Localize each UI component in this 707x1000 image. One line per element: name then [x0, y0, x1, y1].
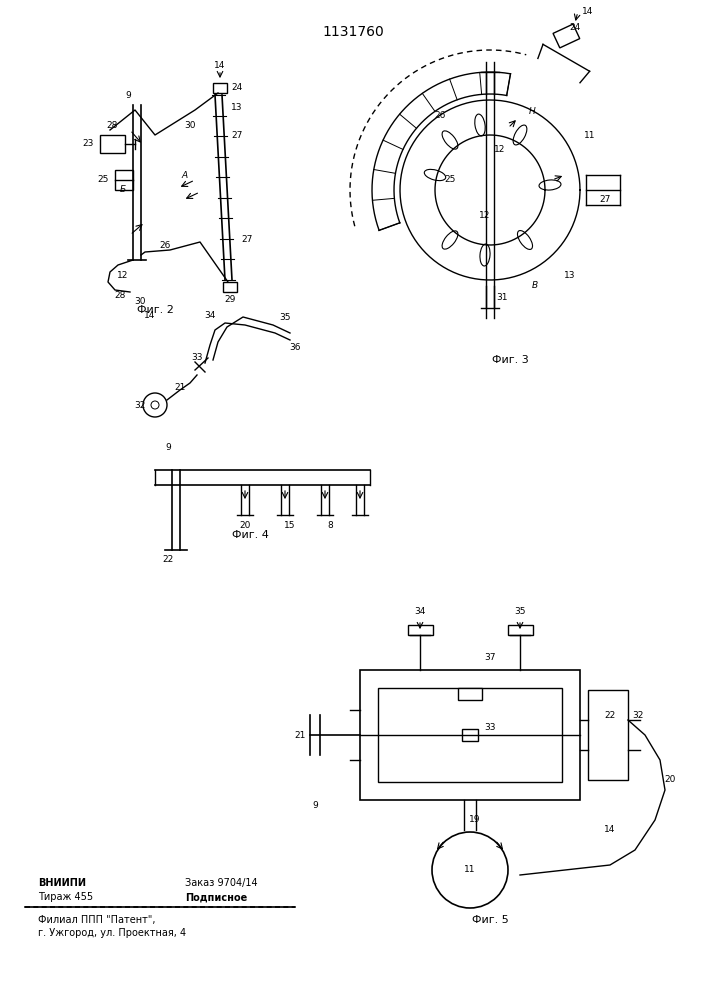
Text: 9: 9: [312, 800, 318, 810]
Text: 31: 31: [496, 294, 508, 302]
Text: 29: 29: [224, 296, 235, 304]
Text: В: В: [532, 280, 538, 290]
Text: 9: 9: [165, 444, 171, 452]
Bar: [408, 625, 433, 635]
Bar: [508, 625, 533, 635]
Text: 19: 19: [469, 816, 481, 824]
Text: 33: 33: [192, 353, 203, 361]
Bar: [458, 688, 482, 700]
Text: 28: 28: [115, 290, 126, 300]
Text: 26: 26: [159, 240, 170, 249]
Text: ВНИИПИ: ВНИИПИ: [38, 878, 86, 888]
Circle shape: [143, 393, 167, 417]
Text: 11: 11: [584, 130, 596, 139]
Text: 22: 22: [604, 710, 616, 720]
Text: Фиг. 4: Фиг. 4: [232, 530, 269, 540]
Bar: [213, 83, 227, 93]
Text: 14: 14: [144, 310, 156, 320]
Text: 25: 25: [444, 176, 456, 184]
Text: 25: 25: [98, 176, 109, 184]
Text: 34: 34: [204, 310, 216, 320]
Text: 30: 30: [185, 120, 196, 129]
Circle shape: [432, 832, 508, 908]
Text: 20: 20: [665, 776, 676, 784]
Text: 23: 23: [82, 139, 94, 148]
Text: 14: 14: [214, 60, 226, 70]
Bar: [360, 670, 580, 800]
Text: A: A: [182, 170, 188, 180]
Bar: [462, 729, 478, 741]
Text: 35: 35: [279, 312, 291, 322]
Bar: [553, 24, 580, 48]
Text: 14: 14: [582, 7, 593, 16]
Text: 22: 22: [163, 556, 174, 564]
Text: Фиг. 3: Фиг. 3: [491, 355, 528, 365]
Text: 21: 21: [175, 382, 186, 391]
Text: 27: 27: [241, 235, 252, 244]
Text: 9: 9: [125, 91, 131, 100]
Text: Фиг. 5: Фиг. 5: [472, 915, 508, 925]
Bar: [588, 690, 628, 780]
Ellipse shape: [518, 231, 532, 249]
Bar: [223, 282, 237, 292]
Text: 35: 35: [514, 607, 526, 616]
Ellipse shape: [480, 244, 490, 266]
Text: г. Ужгород, ул. Проектная, 4: г. Ужгород, ул. Проектная, 4: [38, 928, 186, 938]
Text: 13: 13: [231, 103, 243, 111]
Text: 12: 12: [479, 211, 491, 220]
Text: 24: 24: [569, 23, 580, 32]
Ellipse shape: [475, 114, 485, 136]
Text: 33: 33: [484, 722, 496, 732]
Circle shape: [151, 401, 159, 409]
Text: 8: 8: [327, 520, 333, 530]
Ellipse shape: [442, 131, 458, 149]
Text: Б: Б: [120, 186, 126, 194]
Text: 36: 36: [289, 342, 300, 352]
Text: 12: 12: [494, 145, 506, 154]
Text: Тираж 455: Тираж 455: [38, 892, 93, 902]
Text: 27: 27: [600, 196, 611, 205]
Text: Заказ 9704/14: Заказ 9704/14: [185, 878, 257, 888]
Text: 32: 32: [134, 400, 146, 410]
Text: 12: 12: [117, 270, 129, 279]
Text: Филиал ППП "Патент",: Филиал ППП "Патент",: [38, 915, 156, 925]
Text: 32: 32: [632, 710, 643, 720]
Text: 28: 28: [106, 120, 117, 129]
Text: 21: 21: [294, 730, 305, 740]
Text: 14: 14: [604, 826, 616, 834]
Text: Фиг. 2: Фиг. 2: [136, 305, 173, 315]
Text: Подписное: Подписное: [185, 892, 247, 902]
Text: 26: 26: [434, 110, 445, 119]
Text: 1131760: 1131760: [322, 25, 384, 39]
Text: 13: 13: [564, 270, 575, 279]
Bar: [378, 688, 562, 782]
Ellipse shape: [442, 231, 458, 249]
Text: 11: 11: [464, 865, 476, 874]
Bar: [100, 135, 125, 153]
Text: 15: 15: [284, 520, 296, 530]
Bar: [115, 170, 133, 190]
Text: H: H: [529, 107, 535, 116]
Ellipse shape: [513, 125, 527, 145]
Text: 30: 30: [134, 298, 146, 306]
Ellipse shape: [424, 169, 445, 181]
Text: 37: 37: [484, 654, 496, 662]
Text: 34: 34: [414, 607, 426, 616]
Text: 27: 27: [231, 130, 243, 139]
Text: 24: 24: [231, 83, 243, 92]
Ellipse shape: [539, 180, 561, 190]
Text: 20: 20: [239, 520, 251, 530]
